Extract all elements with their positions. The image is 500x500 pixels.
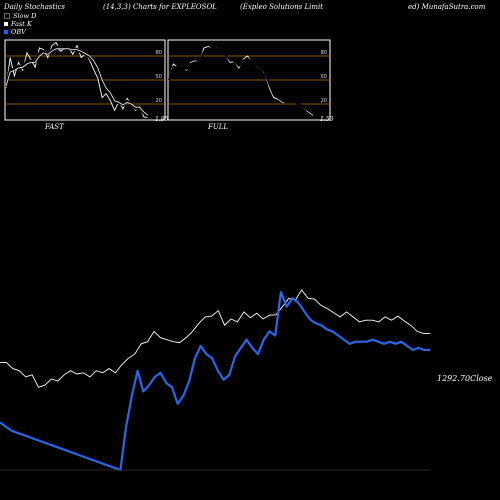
price-obv-panel: 1292.70Close — [0, 289, 493, 472]
fast-last-value: 1.95 — [155, 116, 169, 123]
full-tick-label: 50 — [321, 74, 327, 80]
legend-label: OBV — [11, 28, 26, 36]
legend-label: Fast K — [11, 20, 32, 28]
header-title-center: (14,3,3) Charts for EXPLEOSOL — [103, 3, 217, 11]
full-last-value: 1.53 — [320, 116, 334, 123]
full-series-line — [167, 46, 314, 115]
fast-tick-label: 20 — [156, 98, 162, 104]
fast-panel-label: FAST — [44, 123, 65, 131]
legend-swatch — [4, 13, 10, 19]
full-tick-label: 20 — [321, 98, 327, 104]
last-close-label: 1292.70Close — [437, 374, 493, 383]
obv-line — [0, 291, 430, 472]
legend-fast-k: Fast K — [4, 20, 32, 28]
header-source: ed) MunafaSutra.com — [408, 3, 486, 11]
fast-tick-label: 80 — [156, 50, 162, 56]
header-company: (Expleo Solutions Limit — [240, 3, 324, 11]
legend-swatch — [4, 22, 8, 26]
header-title-left: Daily Stochastics — [4, 3, 66, 11]
close-price-line — [0, 289, 430, 388]
fast-tick-label: 50 — [156, 74, 162, 80]
legend-label: Slow D — [13, 12, 37, 20]
full-stochastic-panel: 80 50 20 1.53 FULL — [167, 39, 334, 131]
fast-stochastic-panel: 80 50 20 1.95 FAST — [4, 39, 169, 131]
legend-obv: OBV — [4, 28, 26, 36]
full-tick-label: 80 — [321, 50, 327, 56]
legend-swatch — [4, 30, 8, 34]
full-panel-label: FULL — [207, 123, 228, 131]
legend-slow-d: Slow D — [4, 12, 36, 20]
fast-series-line — [5, 48, 149, 116]
